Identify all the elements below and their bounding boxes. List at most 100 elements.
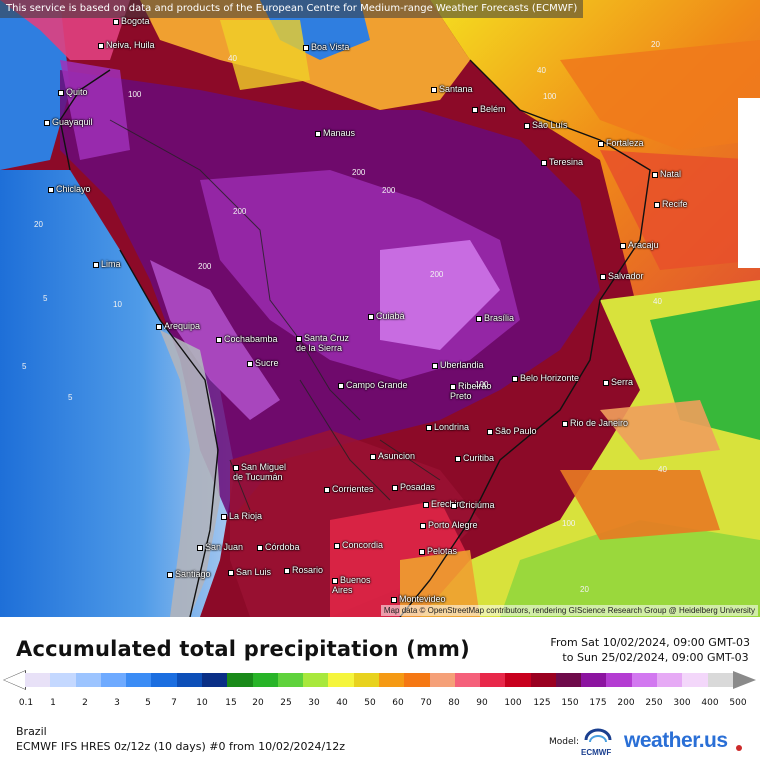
city-name: Curitiba	[463, 453, 495, 463]
city-label: Boa Vista	[303, 42, 349, 52]
city-marker-icon	[603, 379, 609, 386]
city-marker-icon	[392, 484, 398, 491]
city-name: Ribeirão Preto	[450, 381, 492, 401]
scale-tick-label: 2	[82, 698, 88, 708]
scale-swatch	[126, 673, 152, 687]
city-marker-icon	[562, 420, 568, 427]
city-marker-icon	[620, 242, 626, 249]
scale-swatch	[682, 673, 708, 687]
scale-tick-label: 15	[225, 698, 237, 708]
city-name: Recife	[662, 199, 688, 209]
city-label: Porto Alegre	[420, 520, 478, 530]
scale-tick-label: 90	[476, 698, 488, 708]
city-label: Rosario	[284, 565, 323, 575]
city-label: Córdoba	[257, 542, 300, 552]
city-marker-icon	[512, 375, 518, 382]
contour-value-label: 5	[68, 393, 73, 402]
city-label: Cuiabá	[368, 311, 405, 321]
city-label: Santa Cruz de la Sierra	[296, 333, 349, 353]
city-marker-icon	[334, 542, 340, 549]
contour-value-label: 20	[651, 40, 660, 49]
city-name: Aracaju	[628, 240, 659, 250]
scale-tick-label: 10	[196, 698, 208, 708]
city-name: Sucre	[255, 358, 279, 368]
city-label: Natal	[652, 169, 681, 179]
contour-value-label: 200	[198, 262, 212, 271]
city-name: San Miguel de Tucumán	[233, 462, 287, 482]
pacific-area	[0, 170, 235, 617]
city-label: Guayaquil	[44, 117, 93, 127]
scale-swatch	[404, 673, 430, 687]
city-marker-icon	[368, 313, 374, 320]
city-name: Salvador	[608, 271, 644, 281]
city-name: Quito	[66, 87, 88, 97]
city-name: Belém	[480, 104, 506, 114]
scale-tick-label: 200	[617, 698, 635, 708]
scale-max-arrow	[733, 671, 756, 689]
scale-swatch	[277, 673, 304, 687]
city-marker-icon	[284, 567, 290, 574]
contour-value-label: 200	[382, 186, 396, 195]
city-name: Belo Horizonte	[520, 373, 580, 383]
model-run-info: ECMWF IFS HRES 0z/12z (10 days) #0 from …	[16, 740, 345, 753]
city-marker-icon	[370, 453, 376, 460]
scale-swatch	[378, 673, 405, 687]
scale-tick-label: 25	[280, 698, 292, 708]
city-marker-icon	[324, 486, 330, 493]
city-label: Bogota	[113, 16, 150, 26]
scale-tick-label: 100	[504, 698, 522, 708]
scale-swatch	[100, 673, 127, 687]
city-label: Rio de Janeiro	[562, 418, 628, 428]
weather-us-logo[interactable]: weather.us	[624, 729, 728, 752]
contour-value-label: 100	[562, 519, 576, 528]
city-name: Montevideo	[399, 594, 446, 604]
city-name: Campo Grande	[346, 380, 408, 390]
city-label: Posadas	[392, 482, 435, 492]
city-name: Santana	[439, 84, 473, 94]
city-label: Chiclayo	[48, 184, 91, 194]
scale-tick-label: 300	[673, 698, 691, 708]
city-name: São Luís	[532, 120, 568, 130]
region-name: Brazil	[16, 725, 47, 738]
city-marker-icon	[652, 171, 658, 178]
scale-swatch	[657, 673, 683, 687]
precipitation-map: This service is based on data and produc…	[0, 0, 760, 617]
map-background	[0, 0, 760, 617]
scale-swatch	[581, 673, 607, 687]
city-name: Natal	[660, 169, 682, 179]
city-marker-icon	[600, 273, 606, 280]
city-name: La Rioja	[229, 511, 263, 521]
color-scale	[3, 670, 756, 691]
city-marker-icon	[472, 106, 478, 113]
city-name: Arequipa	[164, 321, 201, 331]
city-label: Ribeirão Preto	[450, 381, 492, 401]
city-label: Belém	[472, 104, 506, 114]
city-label: Quito	[58, 87, 88, 97]
city-label: Teresina	[541, 157, 583, 167]
city-marker-icon	[391, 596, 397, 603]
city-label: Santana	[431, 84, 473, 94]
scale-tick-label: 7	[171, 698, 177, 708]
model-label: Model:	[549, 737, 580, 747]
city-marker-icon	[487, 428, 493, 435]
city-marker-icon	[221, 513, 227, 520]
legend-panel: Accumulated total precipitation (mm) Fro…	[0, 617, 760, 760]
city-name: Santa Cruz de la Sierra	[296, 333, 350, 353]
city-marker-icon	[420, 522, 426, 529]
city-label: Londrina	[426, 422, 469, 432]
scale-ticks: 0.1 1 2 3 5 7 10 15 20 25 30 40 50 60 70 80 90 100 125 150 1…	[4, 698, 756, 710]
city-name: Chiclayo	[56, 184, 91, 194]
city-name: San Luis	[236, 567, 272, 577]
scale-swatch	[480, 673, 506, 687]
city-name: Buenos Aires	[332, 575, 371, 595]
ecmwf-logo-text: ECMWF	[581, 748, 612, 757]
city-marker-icon	[315, 130, 321, 137]
city-name: Bogota	[121, 16, 150, 26]
scale-bar	[25, 673, 733, 687]
city-marker-icon	[455, 455, 461, 462]
city-label: Curitiba	[455, 453, 494, 463]
city-marker-icon	[58, 89, 64, 96]
city-marker-icon	[541, 159, 547, 166]
city-marker-icon	[296, 335, 302, 342]
scale-tick-label: 0.1	[18, 698, 34, 708]
